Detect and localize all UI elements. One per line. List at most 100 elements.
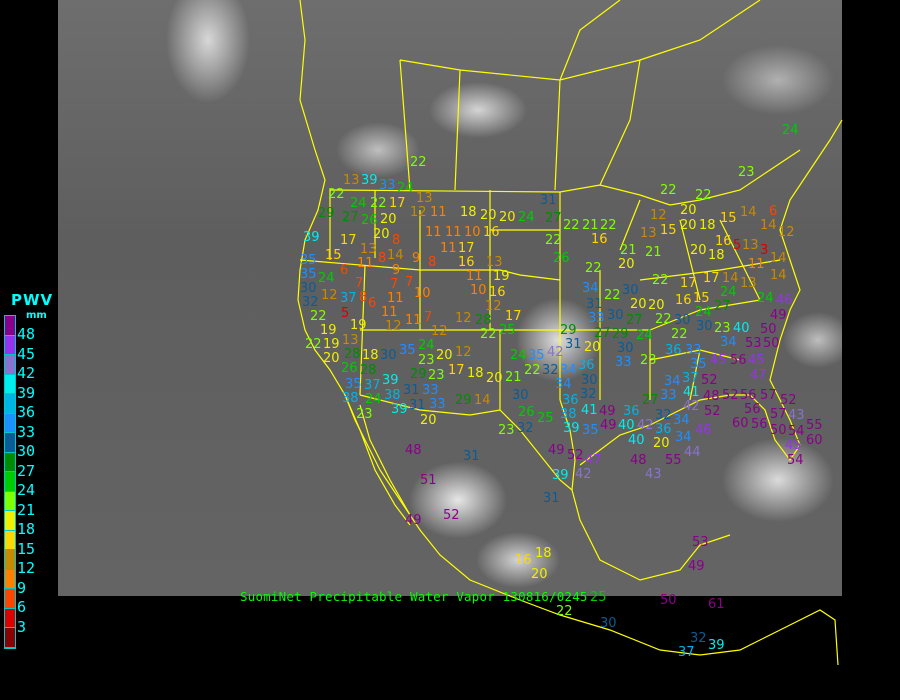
station-pwv-value: 52 (443, 508, 460, 523)
station-pwv-value: 33 (685, 343, 702, 358)
station-pwv-value: 52 (567, 448, 584, 463)
satellite-map (58, 0, 842, 596)
station-pwv-value: 20 (323, 351, 340, 366)
station-pwv-value: 34 (675, 430, 692, 445)
station-pwv-value: 45 (748, 353, 765, 368)
station-pwv-value: 33 (379, 178, 396, 193)
station-pwv-value: 31 (586, 297, 603, 312)
station-pwv-value: 12 (431, 324, 448, 339)
station-pwv-value: 24 (418, 338, 435, 353)
station-pwv-value: 19 (320, 323, 337, 338)
station-pwv-value: 16 (515, 553, 532, 568)
station-pwv-value: 35 (399, 343, 416, 358)
station-pwv-value: 31 (543, 491, 560, 506)
legend-label: 30 (17, 442, 36, 460)
station-pwv-value: 30 (674, 313, 691, 328)
station-pwv-value: 18 (708, 248, 725, 263)
station-pwv-value: 41 (683, 385, 700, 400)
station-pwv-value: 30 (581, 373, 598, 388)
legend-unit: mm (26, 310, 47, 321)
station-pwv-value: 48 (703, 389, 720, 404)
station-pwv-value: 52 (701, 373, 718, 388)
station-pwv-value: 12 (385, 319, 402, 334)
station-pwv-value: 34 (560, 363, 577, 378)
station-pwv-value: 21 (582, 218, 599, 233)
station-pwv-value: 35 (300, 267, 317, 282)
station-pwv-value: 34 (673, 413, 690, 428)
station-pwv-value: 20 (380, 212, 397, 227)
station-pwv-value: 28 (344, 347, 361, 362)
station-pwv-value: 33 (660, 388, 677, 403)
legend-label: 21 (17, 500, 36, 519)
station-pwv-value: 33 (588, 311, 605, 326)
station-pwv-value: 23 (714, 321, 731, 336)
station-pwv-value: 14 (722, 271, 739, 286)
station-pwv-value: 52 (780, 393, 797, 408)
coastline-west (297, 0, 839, 666)
station-pwv-value: 22 (556, 604, 573, 619)
station-pwv-value: 22 (480, 327, 497, 342)
station-pwv-value: 46 (695, 423, 712, 438)
legend-swatch (5, 628, 15, 648)
station-pwv-value: 31 (540, 193, 557, 208)
station-pwv-value: 11 (357, 256, 374, 271)
station-pwv-value: 7 (405, 275, 414, 290)
station-pwv-value: 13 (640, 226, 657, 241)
station-pwv-value: 49 (548, 443, 565, 458)
legend-swatch (5, 491, 15, 511)
station-pwv-value: 11 (440, 241, 457, 256)
station-pwv-value: 22 (545, 233, 562, 248)
station-pwv-value: 17 (505, 309, 522, 324)
legend-label: 48 (17, 325, 36, 343)
legend-swatch (5, 569, 15, 589)
legend-label: 18 (17, 520, 36, 538)
station-pwv-value: 39 (382, 373, 399, 388)
legend-label: 3 (17, 617, 27, 636)
station-pwv-value: 22 (524, 363, 541, 378)
station-pwv-value: 8 (392, 233, 401, 248)
station-pwv-value: 23 (418, 353, 435, 368)
station-pwv-value: 28 (475, 313, 492, 328)
station-pwv-value: 7 (390, 277, 399, 292)
station-pwv-value: 22 (328, 187, 345, 202)
station-pwv-value: 23 (640, 353, 657, 368)
station-pwv-value: 24 (720, 285, 737, 300)
station-pwv-value: 36 (655, 422, 672, 437)
station-pwv-value: 20 (618, 257, 635, 272)
station-pwv-value: 29 (318, 206, 335, 221)
station-pwv-value: 18 (362, 348, 379, 363)
legend-swatch (5, 608, 15, 628)
station-pwv-value: 9 (392, 263, 401, 278)
station-pwv-value: 13 (416, 191, 433, 206)
station-pwv-value: 26 (518, 405, 535, 420)
station-pwv-value: 11 (387, 291, 404, 306)
station-pwv-value: 55 (665, 453, 682, 468)
station-pwv-value: 20 (480, 208, 497, 223)
station-pwv-value: 5 (733, 238, 742, 253)
station-pwv-value: 9 (412, 251, 421, 266)
station-pwv-value: 6 (769, 204, 778, 219)
station-pwv-value: 20 (680, 218, 697, 233)
station-pwv-value: 44 (684, 445, 701, 460)
station-pwv-value: 60 (806, 433, 823, 448)
legend-swatch (5, 433, 15, 453)
station-pwv-value: 52 (722, 388, 739, 403)
station-pwv-value: 8 (378, 251, 387, 266)
legend-label: 12 (17, 559, 36, 577)
station-pwv-value: 35 (690, 357, 707, 372)
station-pwv-value: 30 (600, 616, 617, 631)
legend-label: 15 (17, 539, 36, 558)
station-pwv-value: 14 (474, 393, 491, 408)
station-pwv-value: 32 (580, 387, 597, 402)
station-pwv-value: 20 (630, 297, 647, 312)
station-pwv-value: 33 (615, 355, 632, 370)
station-pwv-value: 17 (448, 363, 465, 378)
station-pwv-value: 24 (510, 348, 527, 363)
station-pwv-value: 5 (341, 306, 350, 321)
station-pwv-value: 20 (680, 203, 697, 218)
station-pwv-value: 56 (744, 402, 761, 417)
map-title: SuomiNet Precipitable Water Vapor 130816… (240, 589, 588, 604)
station-pwv-value: 37 (364, 378, 381, 393)
station-pwv-value: 26 (553, 251, 570, 266)
station-pwv-value: 18 (460, 205, 477, 220)
